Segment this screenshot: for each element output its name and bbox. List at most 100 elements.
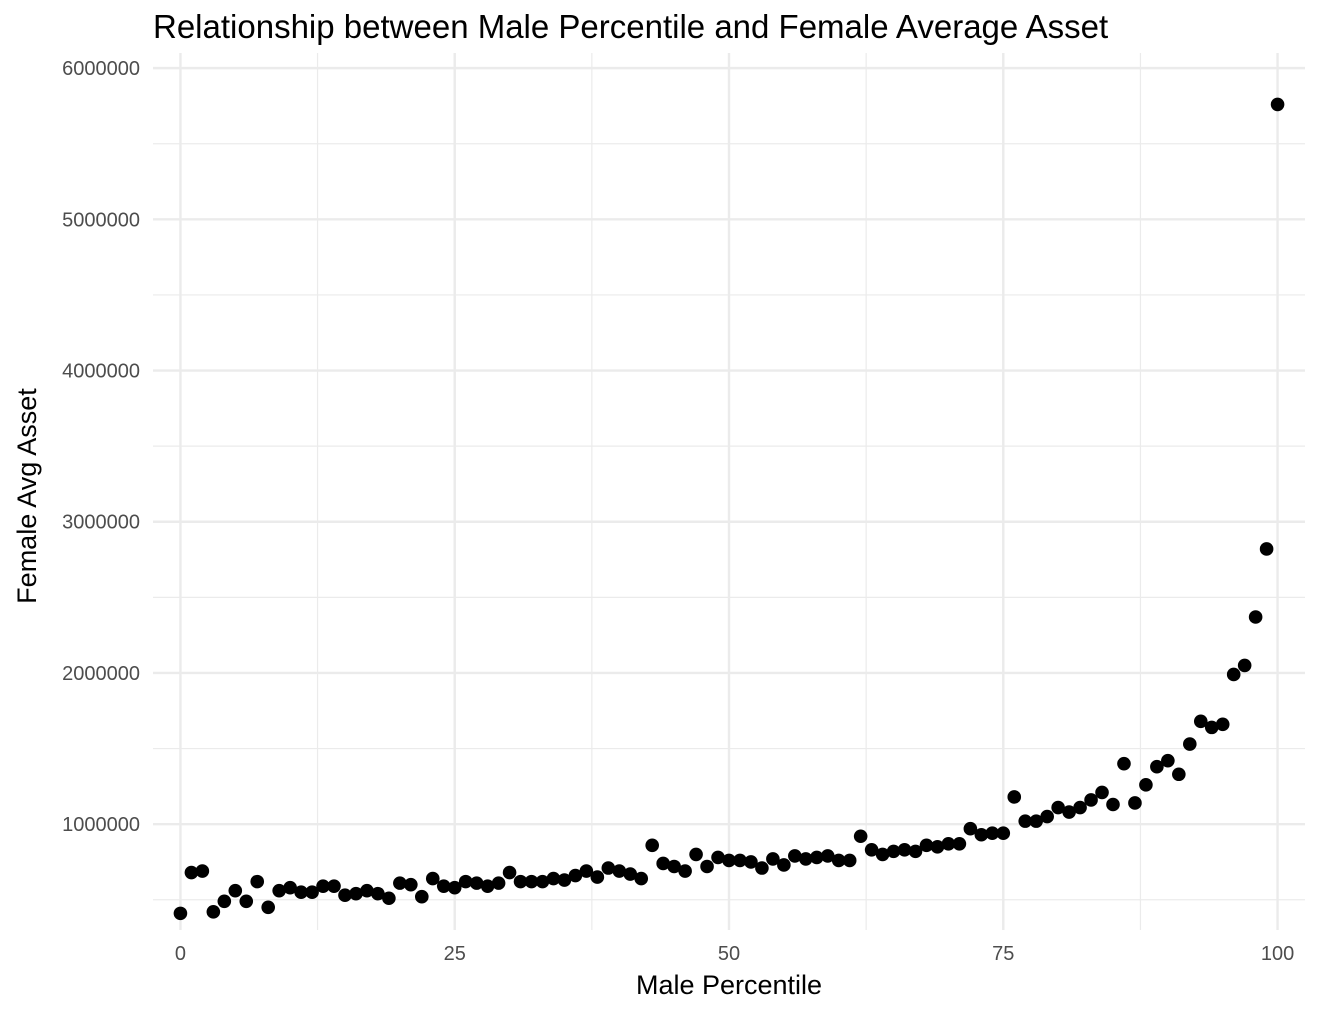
- data-point: [1270, 97, 1285, 112]
- data-point: [447, 880, 462, 895]
- x-tick-label: 75: [992, 943, 1014, 965]
- data-point: [777, 858, 791, 872]
- data-point: [404, 877, 418, 892]
- data-point: [1117, 756, 1131, 771]
- data-point: [1128, 796, 1142, 810]
- data-point: [425, 871, 440, 886]
- data-point: [623, 867, 638, 881]
- y-tick-label: 6000000: [62, 58, 140, 80]
- data-point: [1226, 667, 1241, 682]
- x-tick-label: 50: [718, 943, 740, 965]
- data-point: [952, 837, 967, 851]
- data-point: [1040, 809, 1054, 824]
- data-point: [524, 874, 539, 889]
- data-point: [228, 883, 243, 898]
- data-point: [458, 874, 473, 889]
- data-point: [634, 871, 649, 886]
- x-tick-label: 25: [444, 943, 466, 965]
- data-point: [546, 871, 561, 886]
- data-point: [645, 838, 659, 853]
- data-point: [700, 859, 714, 874]
- data-point: [239, 894, 254, 909]
- data-point: [930, 840, 945, 854]
- data-point: [283, 880, 297, 895]
- data-point: [799, 852, 813, 866]
- data-point: [941, 837, 956, 851]
- data-point: [1062, 805, 1076, 819]
- y-tick-label: 3000000: [62, 512, 140, 534]
- data-point: [886, 844, 901, 859]
- data-point: [316, 879, 330, 893]
- major-gridlines: [153, 53, 1305, 930]
- y-tick-label: 5000000: [62, 209, 140, 231]
- data-point: [1106, 797, 1120, 812]
- data-point: [1161, 753, 1175, 768]
- data-point: [294, 885, 308, 899]
- data-point: [842, 853, 857, 868]
- data-point: [853, 829, 868, 844]
- data-point: [722, 853, 736, 868]
- data-point: [491, 876, 506, 890]
- y-axis-title: Female Avg Asset: [12, 388, 42, 604]
- y-tick-label: 1000000: [62, 814, 140, 836]
- data-point: [1215, 717, 1230, 732]
- data-point: [195, 864, 210, 878]
- data-points: [173, 97, 1285, 921]
- data-point: [919, 838, 934, 853]
- y-axis-ticks: 1000000 2000000 3000000 4000000 5000000 60000…: [62, 58, 140, 836]
- data-point: [831, 853, 846, 868]
- data-point: [502, 865, 517, 880]
- data-point: [568, 868, 583, 883]
- data-point: [557, 873, 572, 887]
- data-point: [985, 826, 1000, 841]
- data-point: [711, 850, 725, 865]
- data-point: [327, 879, 341, 893]
- x-axis-title: Male Percentile: [636, 970, 822, 1000]
- data-point: [678, 864, 692, 878]
- data-point: [766, 852, 780, 866]
- data-point: [996, 826, 1011, 841]
- data-point: [601, 861, 616, 875]
- data-point: [1073, 800, 1087, 815]
- data-point: [1007, 790, 1022, 804]
- data-point: [974, 827, 989, 842]
- data-point: [1248, 610, 1263, 624]
- data-point: [689, 847, 703, 862]
- data-point: [480, 879, 495, 893]
- data-point: [184, 865, 199, 880]
- data-point: [875, 847, 890, 862]
- x-axis-ticks: 0 25 50 75 100: [175, 943, 1294, 965]
- data-point: [393, 876, 407, 890]
- data-point: [1018, 814, 1033, 828]
- x-tick-label: 0: [175, 943, 186, 965]
- data-point: [1084, 793, 1098, 807]
- data-point: [788, 849, 802, 863]
- data-point: [469, 876, 484, 890]
- data-point: [908, 844, 923, 859]
- data-point: [1150, 759, 1164, 774]
- chart-title: Relationship between Male Percentile and…: [153, 8, 1108, 45]
- data-point: [667, 859, 681, 874]
- data-point: [436, 879, 451, 893]
- data-point: [1204, 720, 1219, 735]
- data-point: [864, 843, 879, 857]
- data-point: [1139, 778, 1153, 792]
- data-point: [261, 900, 276, 915]
- data-point: [382, 891, 396, 906]
- data-point: [250, 874, 265, 889]
- data-point: [744, 855, 758, 869]
- data-point: [963, 821, 978, 836]
- data-point: [1237, 658, 1252, 673]
- data-point: [1172, 767, 1186, 782]
- data-point: [513, 874, 528, 889]
- data-point: [579, 864, 594, 878]
- data-point: [173, 906, 188, 921]
- data-point: [820, 849, 835, 863]
- data-point: [1095, 785, 1109, 800]
- data-point: [590, 870, 605, 884]
- data-point: [217, 894, 232, 909]
- data-point: [415, 889, 429, 904]
- data-point: [809, 850, 824, 865]
- data-point: [360, 883, 374, 898]
